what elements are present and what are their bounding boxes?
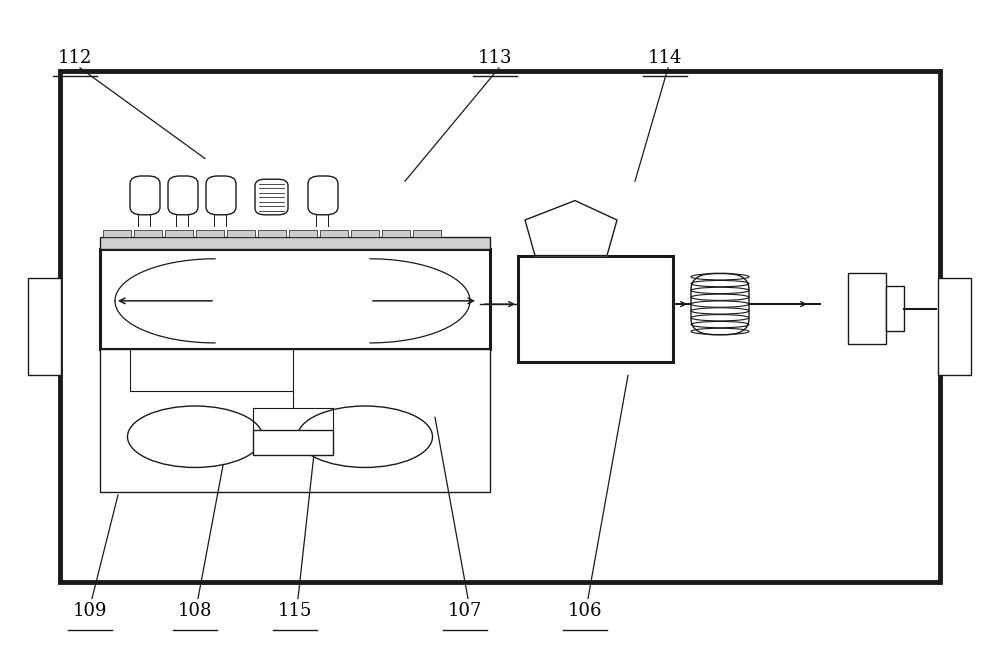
Ellipse shape: [691, 294, 749, 300]
Bar: [413, 230, 441, 237]
Text: 108: 108: [178, 602, 212, 620]
Text: 106: 106: [568, 602, 602, 620]
Bar: [134, 230, 162, 237]
Bar: [351, 230, 379, 237]
Ellipse shape: [691, 280, 749, 287]
Bar: [253, 430, 333, 455]
Bar: [258, 230, 286, 237]
Ellipse shape: [691, 328, 749, 334]
Bar: [28, 278, 61, 375]
Ellipse shape: [128, 406, 262, 467]
Text: 115: 115: [278, 602, 312, 620]
Ellipse shape: [298, 406, 432, 467]
FancyBboxPatch shape: [130, 176, 160, 215]
Bar: [196, 230, 224, 237]
Bar: [382, 230, 410, 237]
Bar: [100, 249, 490, 349]
Text: 114: 114: [648, 49, 682, 67]
Ellipse shape: [691, 322, 749, 328]
Bar: [227, 230, 255, 237]
Bar: [518, 256, 673, 362]
FancyBboxPatch shape: [206, 176, 236, 215]
Text: 113: 113: [478, 49, 512, 67]
Bar: [320, 230, 348, 237]
Bar: [100, 237, 490, 249]
Bar: [60, 71, 940, 582]
Ellipse shape: [691, 301, 749, 307]
Bar: [165, 230, 193, 237]
FancyBboxPatch shape: [168, 176, 198, 215]
Polygon shape: [525, 201, 617, 256]
FancyBboxPatch shape: [255, 179, 288, 215]
Text: 112: 112: [58, 49, 92, 67]
Ellipse shape: [691, 314, 749, 321]
FancyBboxPatch shape: [308, 176, 338, 215]
Bar: [100, 349, 490, 492]
Ellipse shape: [691, 274, 749, 280]
Bar: [848, 273, 886, 344]
Ellipse shape: [691, 287, 749, 294]
Bar: [886, 286, 904, 331]
Bar: [289, 230, 317, 237]
Text: 107: 107: [448, 602, 482, 620]
Bar: [938, 278, 971, 375]
Bar: [103, 230, 131, 237]
Ellipse shape: [691, 308, 749, 314]
Text: 109: 109: [73, 602, 107, 620]
